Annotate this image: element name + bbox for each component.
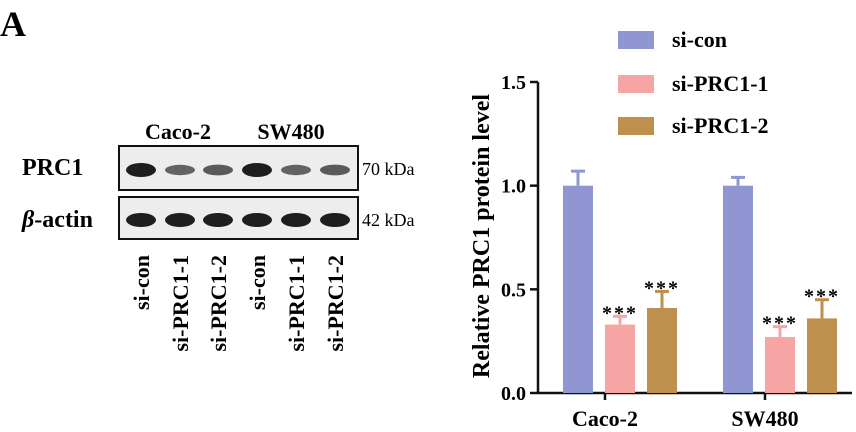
significance-label: *** (602, 302, 638, 324)
legend-label: si-con (672, 27, 727, 52)
kda-label-actin: 42 kDa (362, 210, 415, 230)
blot-row-label-actin: β-actin (21, 207, 93, 233)
y-tick-label: 0.5 (501, 279, 526, 301)
y-tick-label: 1.0 (501, 176, 526, 198)
cell-line-label-caco2: Caco-2 (145, 119, 211, 144)
blot-band (242, 163, 272, 177)
blot-band (126, 163, 156, 177)
y-tick-label: 0.0 (501, 383, 526, 405)
blot-band (281, 164, 311, 176)
cell-line-label-sw480: SW480 (257, 119, 324, 144)
blot-band (320, 213, 350, 227)
lane-label: si-PRC1-2 (206, 255, 231, 352)
western-blot: Caco-2 SW480 PRC1 β-actin 70 kDa 42 kDa … (21, 119, 415, 352)
lane-label: si-con (129, 255, 154, 310)
bar (605, 324, 635, 393)
lane-label: si-PRC1-1 (168, 255, 193, 352)
x-tick-label: Caco-2 (572, 406, 638, 431)
blot-membrane-prc1 (118, 145, 359, 191)
blot-row-label-prc1: PRC1 (22, 155, 83, 181)
lane-label: si-con (245, 255, 270, 310)
legend-label: si-PRC1-2 (672, 113, 769, 138)
significance-label: *** (762, 313, 798, 335)
bar (723, 185, 753, 393)
blot-band (320, 164, 350, 176)
significance-label: *** (644, 277, 680, 299)
lane-label: si-PRC1-2 (323, 255, 348, 352)
blot-band (281, 213, 311, 227)
x-tick-label: SW480 (731, 406, 798, 431)
blot-band (165, 164, 195, 176)
legend-swatch (618, 117, 654, 135)
actin-label: -actin (34, 207, 93, 233)
legend-swatch (618, 31, 654, 49)
blot-band (165, 213, 195, 227)
lane-label: si-PRC1-1 (284, 255, 309, 352)
x-tick-labels: Caco-2 SW480 (572, 393, 799, 431)
bar (647, 307, 677, 393)
beta-symbol: β (21, 207, 35, 233)
panel-label: A (0, 4, 26, 44)
y-tick-label: 1.5 (501, 72, 526, 94)
blot-band (203, 213, 233, 227)
bars: *** *** *** *** (563, 169, 840, 393)
significance-label: *** (804, 286, 840, 308)
bar (765, 337, 795, 393)
blot-band (126, 213, 156, 227)
legend-label: si-PRC1-1 (672, 71, 769, 96)
bar (563, 185, 593, 393)
blot-membrane-actin (118, 196, 359, 240)
blot-bands (126, 163, 350, 227)
blot-band (203, 164, 233, 176)
blot-band (242, 213, 272, 227)
bar-chart: Relative PRC1 protein level 0.0 0.5 1.0 1.5… (469, 27, 852, 431)
legend-swatch (618, 75, 654, 93)
kda-label-prc1: 70 kDa (362, 159, 415, 179)
legend: si-con si-PRC1-1 si-PRC1-2 (618, 27, 769, 138)
y-axis-title: Relative PRC1 protein level (469, 94, 495, 378)
lane-labels: si-con si-PRC1-1 si-PRC1-2 si-con si-PRC1-1 s… (129, 255, 348, 352)
bar (807, 318, 837, 393)
y-ticks: 0.0 0.5 1.0 1.5 (501, 72, 538, 405)
